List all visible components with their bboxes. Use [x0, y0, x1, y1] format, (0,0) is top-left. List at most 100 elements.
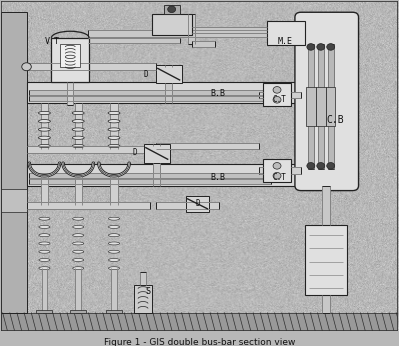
Bar: [27, 202, 150, 209]
Bar: [88, 38, 180, 43]
Bar: [291, 167, 301, 174]
Bar: [326, 86, 336, 126]
Ellipse shape: [108, 128, 120, 131]
Bar: [186, 195, 209, 212]
Ellipse shape: [108, 120, 120, 123]
Text: M.E: M.E: [277, 37, 292, 46]
Text: D: D: [195, 199, 200, 208]
Bar: [291, 92, 301, 98]
Ellipse shape: [39, 226, 50, 228]
Bar: [41, 268, 47, 313]
Bar: [259, 167, 263, 174]
Circle shape: [273, 97, 281, 103]
Circle shape: [168, 6, 176, 12]
Text: S: S: [145, 287, 150, 296]
Bar: [75, 268, 81, 313]
Text: D: D: [144, 70, 148, 79]
Ellipse shape: [38, 136, 50, 139]
Bar: [156, 202, 219, 209]
Bar: [111, 268, 117, 313]
Ellipse shape: [73, 242, 84, 245]
Bar: [1, 313, 398, 331]
Circle shape: [317, 163, 325, 169]
Circle shape: [273, 163, 281, 169]
Text: D: D: [133, 148, 137, 157]
Ellipse shape: [109, 267, 120, 270]
Bar: [188, 14, 195, 44]
Ellipse shape: [73, 234, 84, 237]
Text: V.T: V.T: [45, 37, 60, 46]
Bar: [263, 83, 291, 106]
Bar: [308, 44, 314, 169]
Ellipse shape: [108, 111, 120, 115]
Ellipse shape: [38, 128, 50, 131]
Bar: [316, 86, 326, 126]
Text: B.B: B.B: [210, 173, 225, 182]
Bar: [267, 20, 305, 45]
Text: C.T: C.T: [272, 95, 286, 104]
Bar: [27, 82, 299, 103]
Ellipse shape: [73, 226, 84, 228]
Ellipse shape: [72, 120, 84, 123]
Bar: [259, 92, 263, 98]
Ellipse shape: [109, 242, 120, 245]
Bar: [153, 163, 160, 186]
Circle shape: [307, 163, 315, 169]
Bar: [70, 310, 86, 313]
Bar: [28, 173, 271, 179]
Bar: [111, 103, 118, 149]
Text: C.T: C.T: [272, 173, 286, 182]
Ellipse shape: [39, 250, 50, 253]
Ellipse shape: [39, 217, 50, 220]
Bar: [165, 83, 172, 103]
Bar: [28, 95, 271, 101]
Ellipse shape: [72, 144, 84, 148]
Bar: [28, 178, 271, 184]
Ellipse shape: [72, 128, 84, 131]
Bar: [305, 225, 347, 295]
Bar: [67, 82, 73, 105]
Bar: [75, 176, 82, 206]
Ellipse shape: [73, 267, 84, 270]
Bar: [164, 4, 180, 14]
Ellipse shape: [38, 120, 50, 123]
Ellipse shape: [109, 217, 120, 220]
Bar: [1, 189, 27, 212]
Bar: [27, 146, 150, 153]
Circle shape: [273, 86, 281, 93]
Bar: [152, 14, 192, 35]
Ellipse shape: [108, 136, 120, 139]
Bar: [111, 176, 118, 206]
Ellipse shape: [72, 111, 84, 115]
Bar: [156, 65, 182, 83]
Circle shape: [273, 172, 281, 179]
Ellipse shape: [73, 258, 84, 262]
Ellipse shape: [39, 234, 50, 237]
Ellipse shape: [73, 250, 84, 253]
Bar: [51, 38, 89, 82]
Bar: [165, 65, 172, 67]
Bar: [263, 159, 291, 182]
Bar: [306, 86, 316, 126]
Bar: [322, 186, 330, 225]
Bar: [318, 44, 324, 169]
Bar: [153, 144, 160, 146]
Bar: [75, 103, 82, 149]
Bar: [60, 44, 80, 67]
Bar: [36, 310, 52, 313]
Bar: [28, 90, 271, 96]
Bar: [1, 12, 27, 313]
Bar: [192, 27, 267, 33]
Ellipse shape: [39, 267, 50, 270]
Bar: [134, 285, 152, 313]
Circle shape: [327, 163, 335, 169]
Text: Figure 1 - GIS double bus-bar section view: Figure 1 - GIS double bus-bar section vi…: [104, 338, 295, 346]
Bar: [41, 176, 48, 206]
Bar: [88, 30, 267, 37]
Bar: [328, 44, 334, 169]
Ellipse shape: [39, 242, 50, 245]
Ellipse shape: [108, 144, 120, 148]
Bar: [27, 63, 156, 70]
Bar: [192, 41, 215, 47]
FancyBboxPatch shape: [295, 12, 359, 191]
